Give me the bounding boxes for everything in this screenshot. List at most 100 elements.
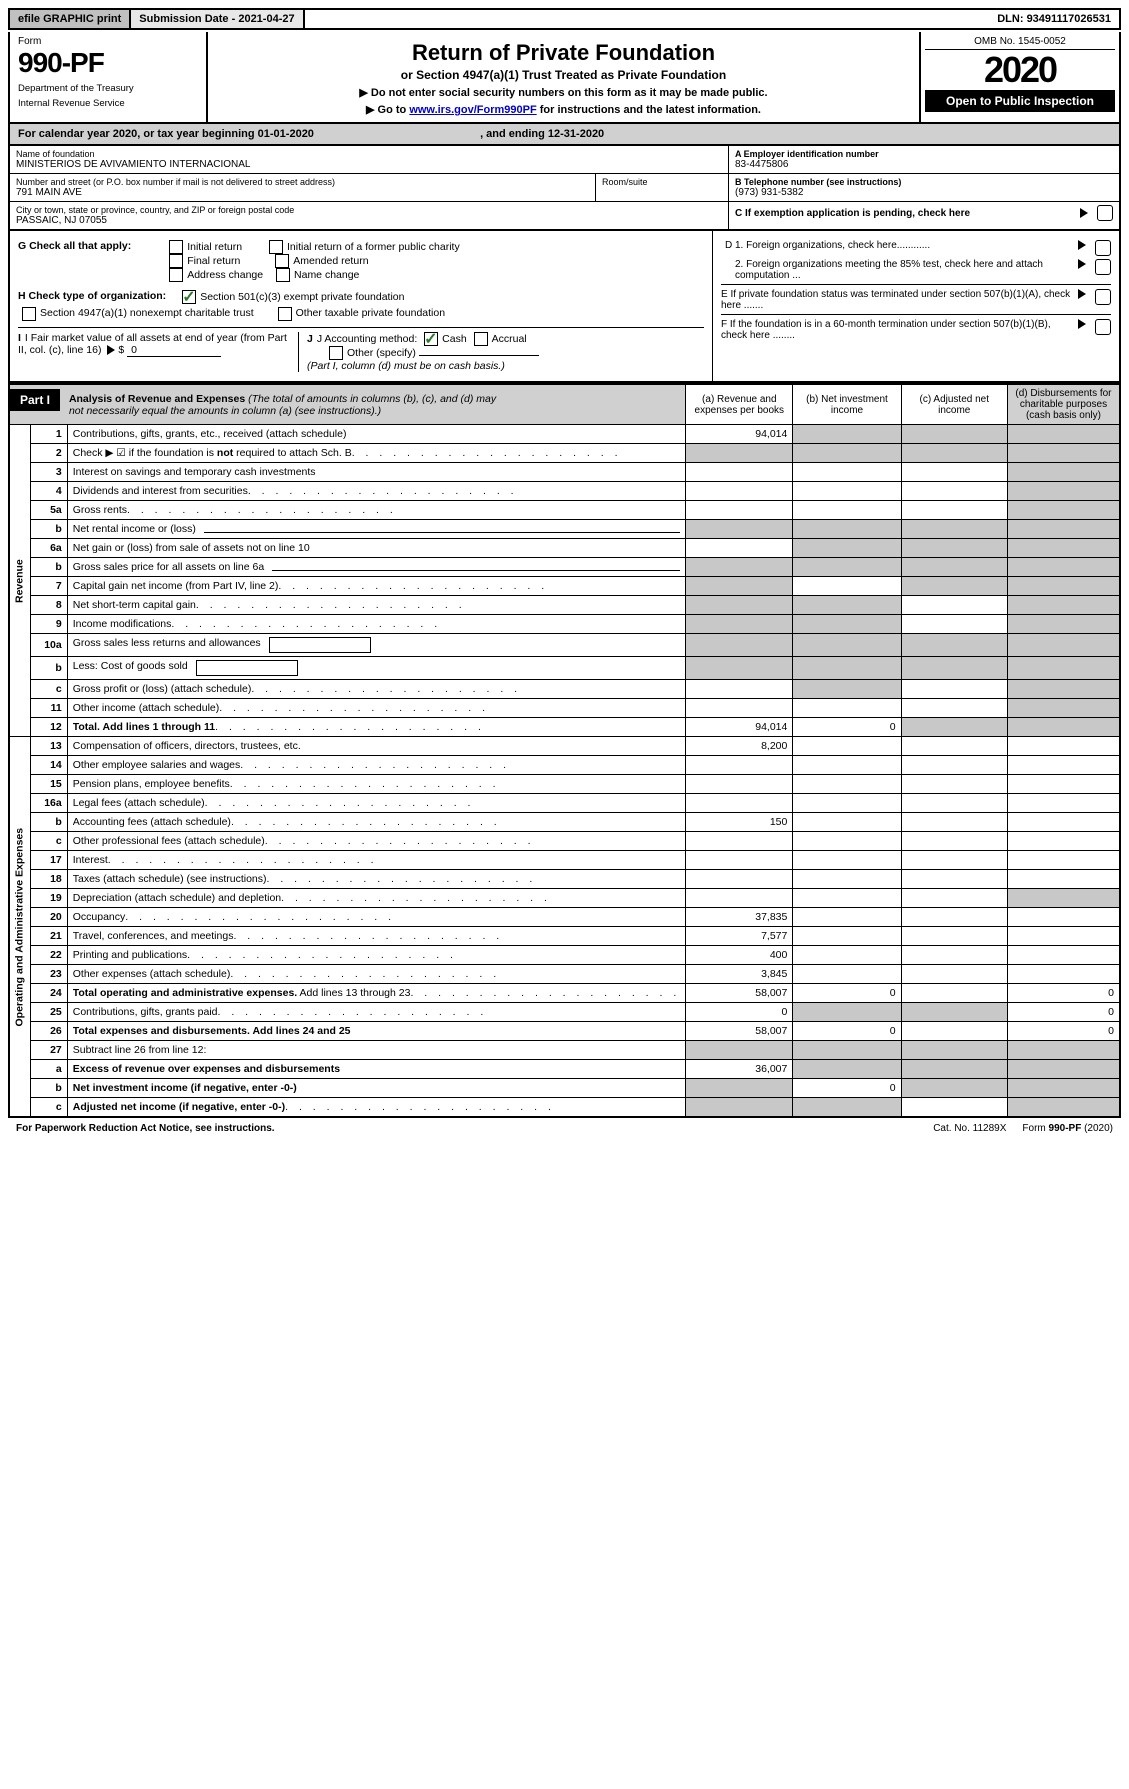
- amount-cell: [901, 501, 1007, 520]
- line-description: Less: Cost of goods sold: [67, 657, 686, 680]
- amount-cell: [686, 699, 793, 718]
- table-row: 11Other income (attach schedule): [9, 699, 1120, 718]
- amount-cell: [901, 1041, 1007, 1060]
- table-row: cOther professional fees (attach schedul…: [9, 832, 1120, 851]
- amount-cell: [901, 680, 1007, 699]
- line-description: Printing and publications: [67, 946, 686, 965]
- table-row: bNet investment income (if negative, ent…: [9, 1079, 1120, 1098]
- form-subtitle: or Section 4947(a)(1) Trust Treated as P…: [220, 68, 907, 82]
- line-description: Net investment income (if negative, ente…: [67, 1079, 686, 1098]
- line-description: Excess of revenue over expenses and disb…: [67, 1060, 686, 1079]
- 4947a1-checkbox[interactable]: [22, 307, 36, 321]
- amount-cell: [901, 520, 1007, 539]
- amount-cell: 36,007: [686, 1060, 793, 1079]
- dept-treasury: Department of the Treasury: [18, 83, 198, 94]
- amount-cell: [901, 946, 1007, 965]
- amount-cell: [901, 596, 1007, 615]
- section-g: G Check all that apply: Initial return I…: [18, 240, 704, 282]
- initial-former-checkbox[interactable]: [269, 240, 283, 254]
- amount-cell: [686, 832, 793, 851]
- amount-cell: [901, 444, 1007, 463]
- paperwork-notice: For Paperwork Reduction Act Notice, see …: [8, 1120, 925, 1137]
- amount-cell: [901, 657, 1007, 680]
- d2-checkbox[interactable]: [1095, 259, 1111, 275]
- amount-cell: [793, 1041, 901, 1060]
- amended-return-checkbox[interactable]: [275, 254, 289, 268]
- irs-link[interactable]: www.irs.gov/Form990PF: [409, 104, 536, 116]
- amount-cell: [793, 615, 901, 634]
- amount-cell: [686, 558, 793, 577]
- line-number: 21: [30, 927, 67, 946]
- city-cell: City or town, state or province, country…: [10, 202, 728, 229]
- line-number: 20: [30, 908, 67, 927]
- ein-cell: A Employer identification number 83-4475…: [729, 146, 1119, 174]
- line-description: Occupancy: [67, 908, 686, 927]
- 501c3-checkbox[interactable]: [182, 290, 196, 304]
- amount-cell: [901, 813, 1007, 832]
- amount-cell: 94,014: [686, 718, 793, 737]
- table-row: 18Taxes (attach schedule) (see instructi…: [9, 870, 1120, 889]
- amount-cell: [1007, 520, 1120, 539]
- amount-cell: 0: [686, 1003, 793, 1022]
- amount-cell: [793, 501, 901, 520]
- amount-cell: [1007, 558, 1120, 577]
- initial-return-checkbox[interactable]: [169, 240, 183, 254]
- amount-cell: 94,014: [686, 425, 793, 444]
- amount-cell: [793, 927, 901, 946]
- efile-print-button[interactable]: efile GRAPHIC print: [10, 10, 131, 28]
- table-row: bNet rental income or (loss): [9, 520, 1120, 539]
- e-checkbox[interactable]: [1095, 289, 1111, 305]
- line-number: 13: [30, 737, 67, 756]
- year-block: OMB No. 1545-0052 2020 Open to Public In…: [919, 32, 1119, 122]
- amount-cell: [686, 577, 793, 596]
- line-description: Interest: [67, 851, 686, 870]
- table-row: 22Printing and publications400: [9, 946, 1120, 965]
- f-checkbox[interactable]: [1095, 319, 1111, 335]
- arrow-icon: [1080, 208, 1088, 218]
- form-title: Return of Private Foundation: [220, 40, 907, 66]
- line-description: Net rental income or (loss): [67, 520, 686, 539]
- amount-cell: [793, 699, 901, 718]
- amount-cell: [1007, 657, 1120, 680]
- amount-cell: [686, 1098, 793, 1118]
- final-return-checkbox[interactable]: [169, 254, 183, 268]
- table-row: 8Net short-term capital gain: [9, 596, 1120, 615]
- line-description: Other income (attach schedule): [67, 699, 686, 718]
- open-to-public: Open to Public Inspection: [925, 90, 1115, 112]
- name-change-checkbox[interactable]: [276, 268, 290, 282]
- amount-cell: [1007, 444, 1120, 463]
- amount-cell: [793, 775, 901, 794]
- amount-cell: [901, 965, 1007, 984]
- line-number: 9: [30, 615, 67, 634]
- table-row: 27Subtract line 26 from line 12:: [9, 1041, 1120, 1060]
- amount-cell: [793, 425, 901, 444]
- table-row: 17Interest: [9, 851, 1120, 870]
- line-description: Contributions, gifts, grants paid: [67, 1003, 686, 1022]
- line-number: 4: [30, 482, 67, 501]
- part1-table: Part I Analysis of Revenue and Expenses …: [8, 383, 1121, 1118]
- amount-cell: [901, 718, 1007, 737]
- amount-cell: [686, 756, 793, 775]
- table-row: bGross sales price for all assets on lin…: [9, 558, 1120, 577]
- other-taxable-checkbox[interactable]: [278, 307, 292, 321]
- amount-cell: 37,835: [686, 908, 793, 927]
- cash-checkbox[interactable]: [424, 332, 438, 346]
- amount-cell: 0: [793, 1022, 901, 1041]
- amount-cell: [793, 1098, 901, 1118]
- amount-cell: [793, 539, 901, 558]
- table-row: 15Pension plans, employee benefits: [9, 775, 1120, 794]
- amount-cell: [901, 634, 1007, 657]
- d1-checkbox[interactable]: [1095, 240, 1111, 256]
- exemption-checkbox[interactable]: [1097, 205, 1113, 221]
- amount-cell: [901, 756, 1007, 775]
- accrual-checkbox[interactable]: [474, 332, 488, 346]
- tax-year: 2020: [925, 50, 1115, 90]
- address-change-checkbox[interactable]: [169, 268, 183, 282]
- table-row: 23Other expenses (attach schedule)3,845: [9, 965, 1120, 984]
- line-number: 8: [30, 596, 67, 615]
- amount-cell: [793, 965, 901, 984]
- line-number: 25: [30, 1003, 67, 1022]
- line-description: Taxes (attach schedule) (see instruction…: [67, 870, 686, 889]
- other-method-checkbox[interactable]: [329, 346, 343, 360]
- amount-cell: [901, 908, 1007, 927]
